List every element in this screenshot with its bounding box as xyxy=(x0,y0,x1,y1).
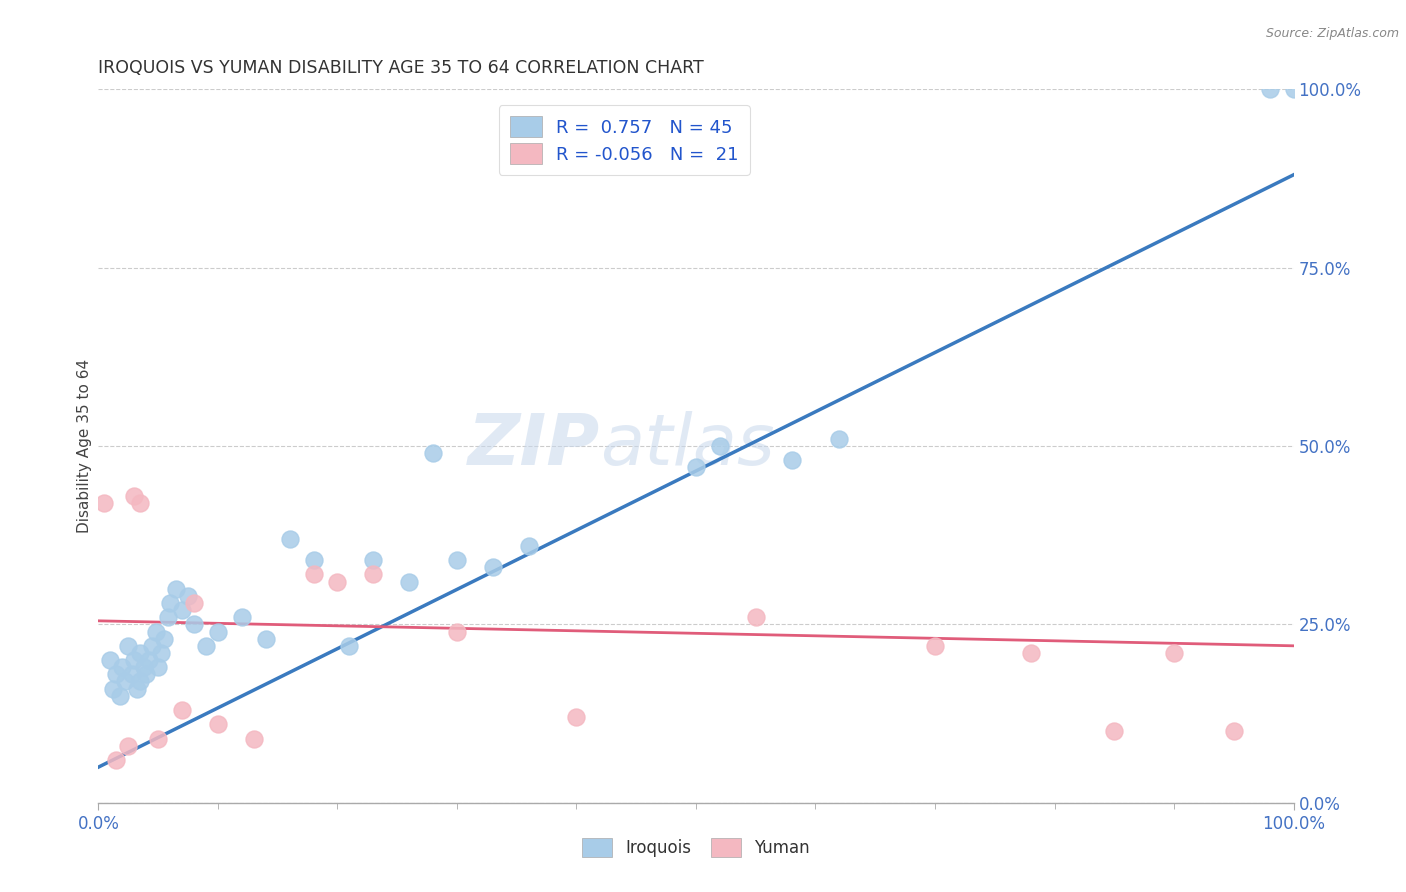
Point xyxy=(132,660,155,674)
Point xyxy=(183,617,205,632)
Point xyxy=(145,624,167,639)
Text: Source: ZipAtlas.com: Source: ZipAtlas.com xyxy=(1265,27,1399,40)
Point xyxy=(124,653,146,667)
Point xyxy=(363,553,385,567)
Point xyxy=(1223,724,1246,739)
Point xyxy=(183,596,205,610)
Point xyxy=(172,603,194,617)
Point xyxy=(135,667,157,681)
Point xyxy=(148,660,170,674)
Point xyxy=(129,496,152,510)
Y-axis label: Disability Age 35 to 64: Disability Age 35 to 64 xyxy=(77,359,91,533)
Point xyxy=(129,674,152,689)
Point xyxy=(1258,82,1281,96)
Point xyxy=(138,653,160,667)
Point xyxy=(780,453,803,467)
Text: IROQUOIS VS YUMAN DISABILITY AGE 35 TO 64 CORRELATION CHART: IROQUOIS VS YUMAN DISABILITY AGE 35 TO 6… xyxy=(98,59,704,77)
Point xyxy=(326,574,349,589)
Point xyxy=(243,731,266,746)
Point xyxy=(302,567,325,582)
Point xyxy=(177,589,200,603)
Point xyxy=(111,660,134,674)
Point xyxy=(1163,646,1185,660)
Point xyxy=(231,610,253,624)
Point xyxy=(709,439,731,453)
Point xyxy=(363,567,385,582)
Point xyxy=(339,639,361,653)
Point xyxy=(398,574,420,589)
Text: ZIP: ZIP xyxy=(468,411,600,481)
Point xyxy=(924,639,946,653)
Point xyxy=(278,532,301,546)
Point xyxy=(129,646,152,660)
Point xyxy=(302,553,325,567)
Point xyxy=(446,553,468,567)
Point xyxy=(101,681,124,696)
Point xyxy=(517,539,540,553)
Point xyxy=(172,703,194,717)
Point xyxy=(1282,82,1305,96)
Point xyxy=(149,646,172,660)
Point xyxy=(828,432,851,446)
Point xyxy=(685,460,707,475)
Legend: Iroquois, Yuman: Iroquois, Yuman xyxy=(574,830,818,866)
Point xyxy=(124,489,146,503)
Point xyxy=(148,731,170,746)
Point xyxy=(165,582,187,596)
Point xyxy=(565,710,588,724)
Point xyxy=(125,681,148,696)
Point xyxy=(105,667,128,681)
Point xyxy=(105,753,128,767)
Point xyxy=(254,632,277,646)
Point xyxy=(108,689,131,703)
Point xyxy=(207,717,229,731)
Point xyxy=(141,639,163,653)
Point xyxy=(1019,646,1042,660)
Point xyxy=(114,674,136,689)
Point xyxy=(207,624,229,639)
Point xyxy=(98,653,122,667)
Point xyxy=(117,639,139,653)
Point xyxy=(446,624,468,639)
Text: atlas: atlas xyxy=(600,411,775,481)
Point xyxy=(153,632,176,646)
Point xyxy=(195,639,218,653)
Point xyxy=(745,610,768,624)
Point xyxy=(121,667,143,681)
Point xyxy=(93,496,115,510)
Point xyxy=(1104,724,1126,739)
Point xyxy=(156,610,179,624)
Point xyxy=(117,739,139,753)
Point xyxy=(482,560,505,574)
Point xyxy=(422,446,444,460)
Point xyxy=(159,596,181,610)
